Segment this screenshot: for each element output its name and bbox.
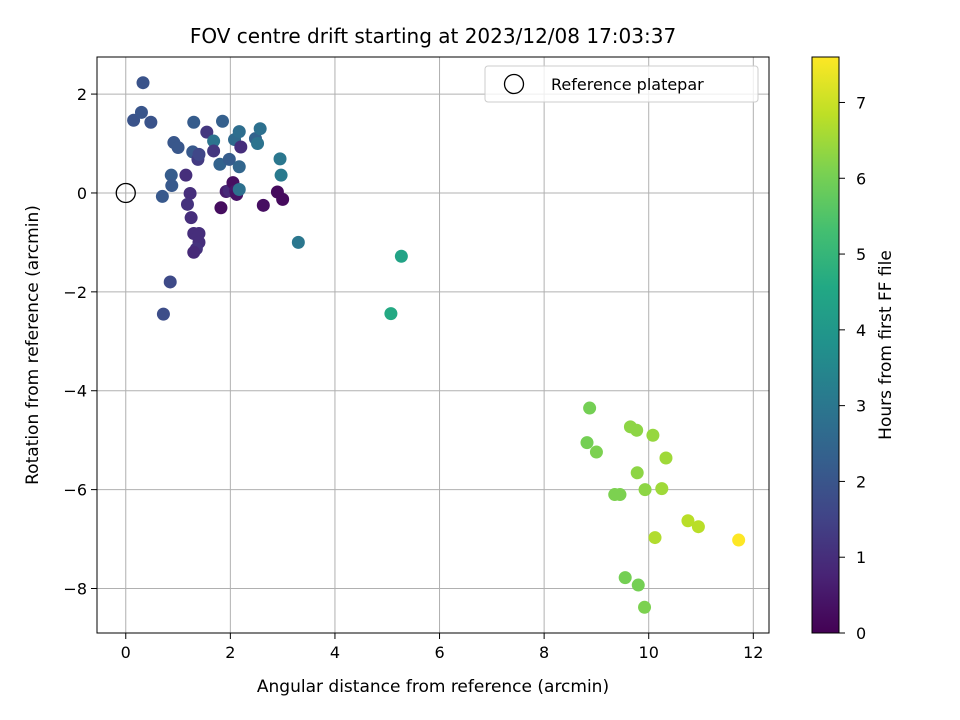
data-point [144, 115, 158, 129]
x-tick-label: 8 [539, 643, 549, 662]
colorbar-tick-label: 1 [856, 548, 866, 567]
data-point [207, 144, 221, 158]
legend-box [484, 65, 759, 103]
data-points [127, 76, 746, 614]
data-point [630, 466, 644, 480]
x-tick-label: 4 [330, 643, 340, 662]
data-point [216, 114, 230, 128]
data-point [222, 152, 236, 166]
data-point [613, 488, 627, 502]
data-point [384, 307, 398, 321]
colorbar-tick-label: 4 [856, 321, 866, 340]
data-point [232, 160, 246, 174]
data-point [187, 245, 201, 259]
data-point [136, 76, 150, 90]
data-point [180, 197, 194, 211]
data-point [232, 125, 246, 139]
data-point [192, 227, 206, 241]
colorbar-tick-label: 3 [856, 397, 866, 416]
legend-reference-symbol [503, 73, 525, 95]
data-point [273, 152, 287, 166]
data-point [214, 201, 228, 215]
data-point [681, 514, 695, 528]
y-tick-label: 0 [77, 184, 87, 203]
data-point [127, 113, 141, 127]
data-point [732, 533, 746, 547]
x-axis-label: Angular distance from reference (arcmin) [257, 677, 609, 697]
data-point [183, 186, 197, 200]
grid-lines [97, 57, 769, 633]
data-point [155, 189, 169, 203]
data-point [394, 249, 408, 263]
data-point [232, 183, 246, 197]
reference-marker [115, 182, 136, 204]
data-point [156, 307, 170, 321]
colorbar-ticks: 0 1 2 3 4 5 6 7 [839, 93, 866, 643]
data-point [691, 520, 705, 534]
colorbar-tick-label: 0 [856, 624, 866, 643]
y-axis-label: Rotation from reference (arcmin) [23, 205, 43, 485]
data-point [200, 125, 214, 139]
data-point [163, 275, 177, 289]
data-point [580, 436, 594, 450]
y-tick-label: −6 [63, 481, 87, 500]
x-tick-label: 10 [639, 643, 659, 662]
data-point [583, 401, 597, 415]
data-point [184, 211, 198, 225]
data-point [648, 531, 662, 545]
x-tick-label: 12 [743, 643, 763, 662]
data-point [187, 115, 201, 129]
data-point [589, 445, 603, 459]
data-point [164, 168, 178, 182]
data-point [207, 134, 221, 148]
data-point [171, 140, 185, 154]
colorbar-tick-label: 7 [856, 93, 866, 112]
data-point [192, 147, 206, 161]
data-point [134, 105, 148, 119]
colorbar-tick-label: 2 [856, 472, 866, 491]
data-point [655, 482, 669, 496]
chart-title: FOV centre drift starting at 2023/12/08 … [190, 24, 676, 48]
data-point [179, 168, 193, 182]
data-point [291, 235, 305, 249]
data-point [165, 179, 179, 193]
data-point [631, 578, 645, 592]
y-tick-label: −4 [63, 382, 87, 401]
axis-ticks: 0 2 4 6 8 10 12 2 0 −2 −4 −6 −8 [63, 85, 763, 662]
colorbar-tick-label: 6 [856, 169, 866, 188]
legend: Reference platepar [484, 65, 759, 103]
data-point [630, 423, 644, 437]
colorbar-tick-label: 5 [856, 245, 866, 264]
reference-point [115, 182, 136, 204]
colorbar: 0 1 2 3 4 5 6 7 Hours from first FF file [811, 56, 896, 643]
x-tick-label: 6 [434, 643, 444, 662]
data-point [253, 122, 267, 136]
data-point [251, 137, 265, 151]
y-tick-label: −2 [63, 283, 87, 302]
data-point [618, 571, 632, 585]
data-point [276, 192, 290, 206]
colorbar-gradient [811, 56, 840, 634]
legend-reference-label: Reference platepar [551, 75, 704, 94]
data-point [646, 428, 660, 442]
data-point [256, 198, 270, 212]
plot-frame [96, 56, 770, 634]
y-tick-label: 2 [77, 85, 87, 104]
data-point [638, 600, 652, 614]
data-point [234, 140, 248, 154]
data-point [638, 483, 652, 497]
x-tick-label: 2 [225, 643, 235, 662]
data-point [659, 451, 673, 465]
y-tick-label: −8 [63, 580, 87, 599]
x-tick-label: 0 [121, 643, 131, 662]
colorbar-label: Hours from first FF file [876, 250, 896, 440]
data-point [274, 168, 288, 182]
